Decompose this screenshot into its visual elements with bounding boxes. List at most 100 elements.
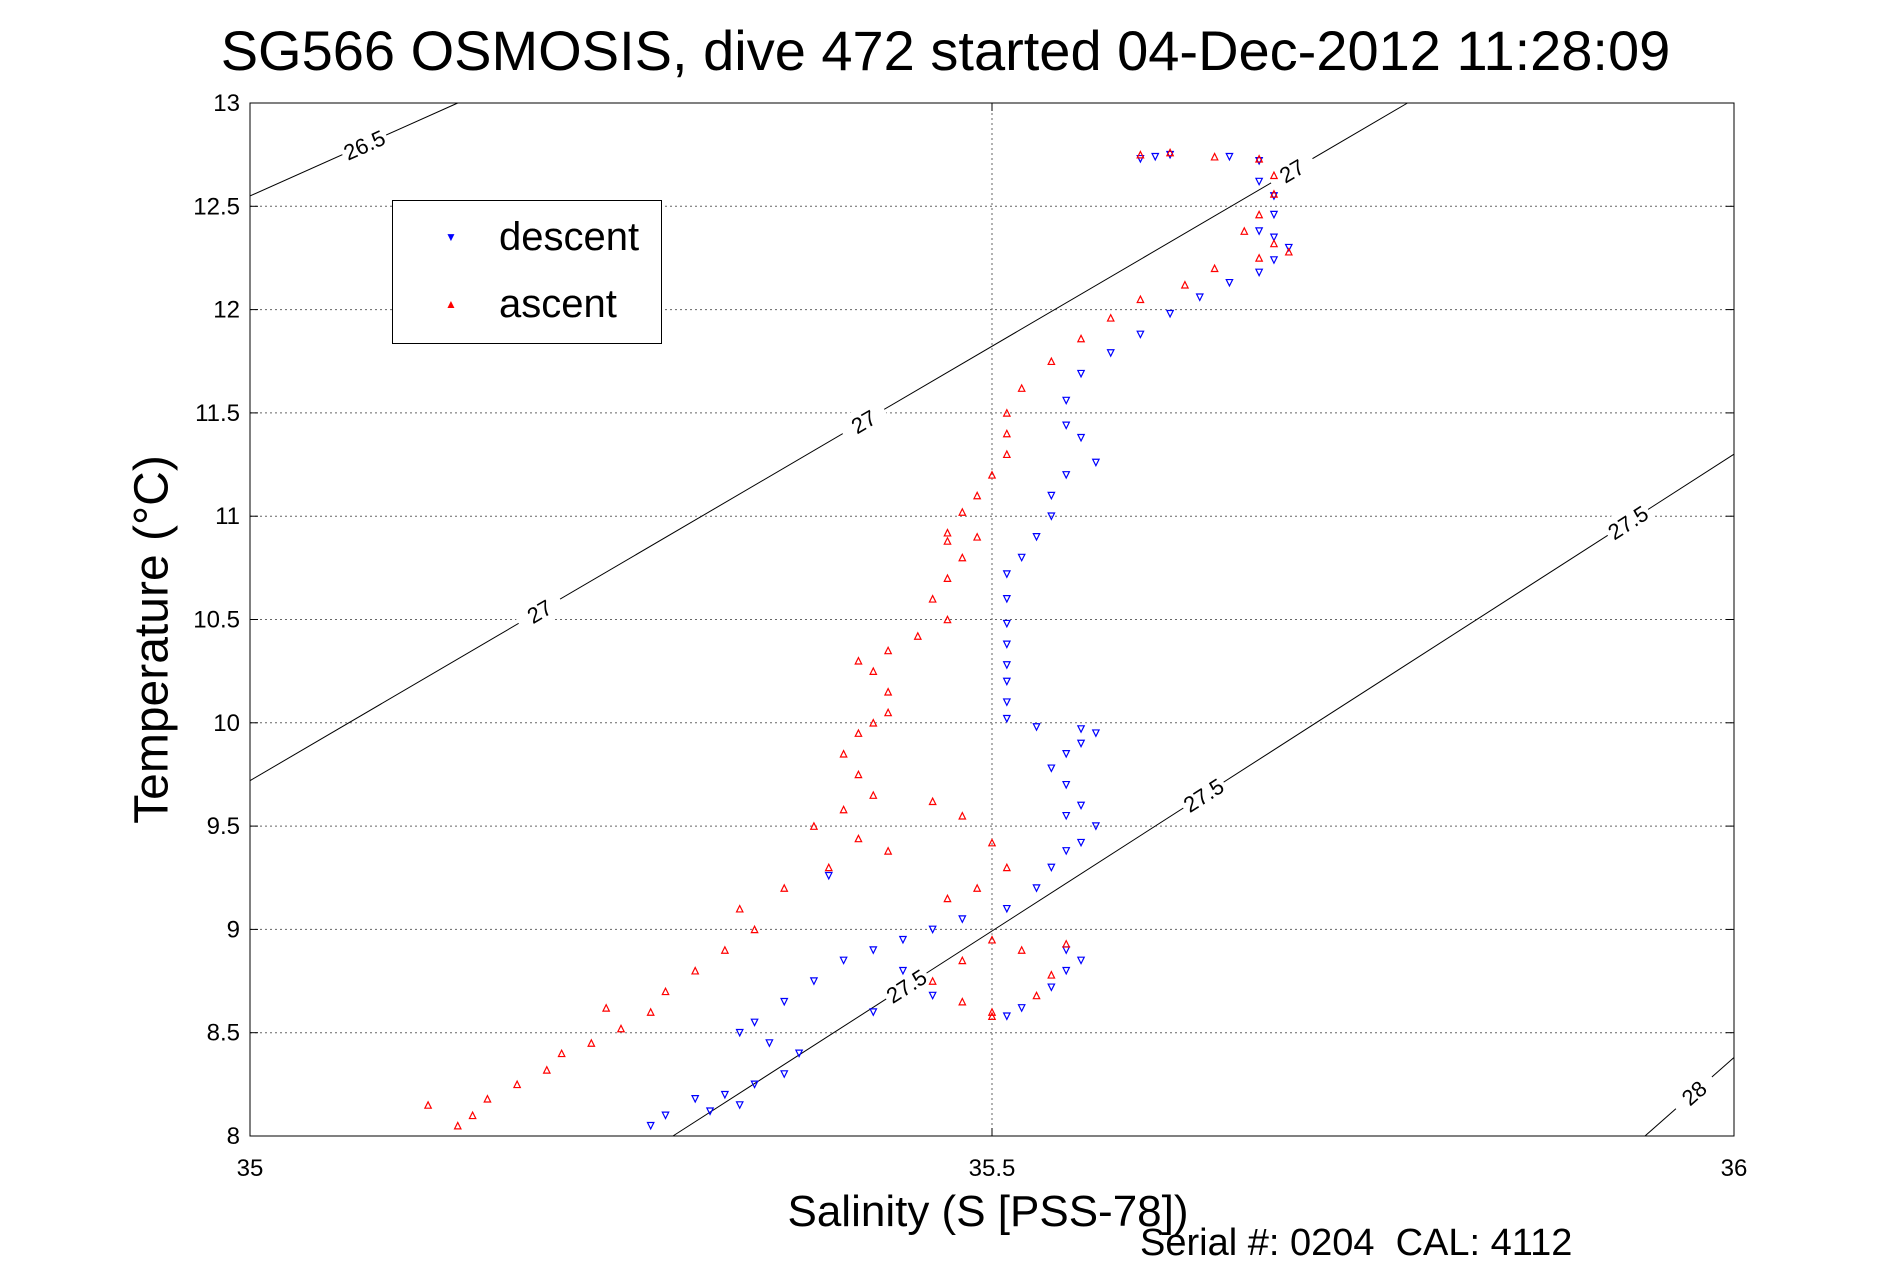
ascent-point [1269,170,1279,180]
descent-point [1151,152,1160,162]
ascent-point [824,862,833,872]
ascent-point [883,846,893,855]
descent-point [1047,491,1056,501]
x-tick-label: 35.5 [969,1155,1016,1182]
ascent-point [809,821,819,830]
descent-point [1076,956,1086,965]
contour-label-bg [1175,770,1232,820]
ascent-point [1002,449,1012,459]
data-series [423,148,1293,1131]
contour-label-bg [1600,497,1656,548]
y-tick-label: 9.5 [207,813,240,840]
descent-point [1032,533,1041,542]
ascent-point [1002,408,1012,417]
ascent-point [987,1007,997,1016]
ascent-point [958,955,967,965]
ascent-point [661,986,670,996]
ascent-point [1210,152,1219,161]
ascent-point [1002,429,1012,438]
ascent-point [869,666,878,675]
descent-point [780,1070,789,1079]
descent-marker-icon: ▼ [445,230,457,244]
descent-point [1032,884,1041,893]
descent-point [1076,739,1086,749]
ascent-point [1047,970,1056,979]
ascent-point [928,976,937,985]
legend: ▼ descent ▲ ascent [392,200,662,344]
descent-point [691,1095,700,1104]
descent-point [928,991,937,1001]
descent-point [1076,801,1086,810]
ascent-point [958,811,967,820]
ascent-point [1136,294,1145,304]
ascent-point [601,1003,611,1012]
descent-point [1047,764,1056,773]
descent-point [1091,822,1101,831]
descent-point [1062,811,1071,821]
descent-point [898,935,908,945]
descent-point [898,966,908,976]
descent-point [1076,838,1086,848]
descent-point [1002,619,1012,629]
descent-point [1002,904,1012,914]
ascent-point [928,594,937,603]
descent-point [1091,729,1101,738]
descent-point [1062,780,1071,790]
descent-point [794,1049,804,1058]
descent-point [1106,349,1115,358]
descent-point [1047,983,1056,992]
descent-point [1062,396,1071,406]
descent-point [809,977,819,986]
ascent-point [1017,383,1026,392]
ascent-point [1017,945,1026,954]
ascent-point [839,749,848,758]
descent-point [928,925,937,934]
ascent-point [958,997,967,1006]
descent-point [1002,640,1012,649]
descent-point [1062,847,1071,856]
descent-point [646,1121,655,1131]
ascent-point [1062,939,1071,948]
ascent-point [958,507,967,516]
descent-point [1017,553,1026,563]
ascent-point [854,656,863,665]
descent-point [1195,293,1204,302]
descent-point [1269,256,1279,265]
ascent-point [883,687,893,696]
descent-point [1002,570,1012,579]
ascent-point [1047,356,1056,366]
ascent-point [512,1079,522,1089]
legend-label-ascent: ascent [499,282,617,326]
ascent-point [616,1024,626,1033]
ascent-point [883,645,893,655]
serial-cal-footnote: Serial #: 0204 CAL: 4112 [1140,1222,1573,1264]
descent-point [1062,421,1071,430]
descent-point [750,1018,759,1027]
descent-point [1062,966,1071,976]
contour-label-bg [1263,146,1320,195]
descent-point [735,1028,744,1038]
y-tick-label: 12 [213,297,240,324]
ascent-point [1254,253,1264,262]
ascent-point [1136,150,1145,159]
ascent-point [972,883,982,892]
axis-ticks: 35 35.5 36 8 8.5 9 9.5 10 10.5 11 11.5 12 12.5 13 [193,90,1747,1182]
descent-point [1254,268,1264,277]
y-tick-label: 8 [227,1123,240,1150]
descent-point [1165,309,1175,319]
contour-label-bg [336,122,392,168]
ascent-point [1254,210,1264,219]
descent-point [735,1101,744,1110]
ascent-point [943,536,952,545]
ascent-marker-icon: ▲ [445,297,457,311]
x-tick-label: 36 [1721,1155,1748,1182]
descent-point [1254,227,1264,236]
descent-point [1076,725,1086,734]
ascent-point [943,528,952,537]
ascent-point [913,631,922,640]
y-tick-label: 11.5 [195,400,240,427]
descent-point [1284,243,1293,253]
ascent-point [972,490,982,500]
